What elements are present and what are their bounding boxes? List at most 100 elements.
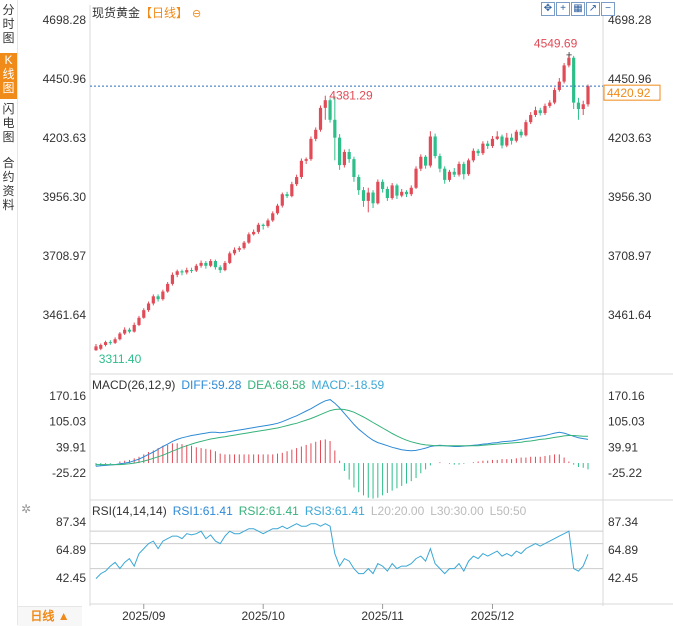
candle-body: [490, 138, 495, 147]
zoom-out-icon[interactable]: −: [601, 2, 615, 16]
candle-body: [132, 324, 136, 332]
instrument-name: 现货黄金: [92, 6, 141, 20]
candle-body: [232, 249, 237, 254]
tab-flash[interactable]: 闪电图: [0, 102, 17, 144]
candle-body: [295, 177, 299, 185]
period-selector-button[interactable]: 日线 ▲: [18, 606, 82, 626]
low-price-label: 3311.40: [99, 352, 142, 366]
candle-body: [533, 110, 538, 116]
candle-body: [414, 168, 418, 188]
candle-body: [175, 271, 179, 275]
candle-body: [347, 151, 351, 160]
expand-icon[interactable]: ↗: [586, 2, 600, 16]
candle-body: [146, 303, 151, 311]
candle-body: [409, 187, 413, 195]
candle-body: [476, 150, 480, 154]
candle-body: [390, 185, 394, 199]
candle-body: [108, 342, 112, 344]
candle-body: [103, 342, 108, 345]
peak-price-label: 4549.69: [534, 36, 578, 50]
candle-body: [247, 234, 251, 243]
candle-body: [266, 220, 270, 226]
candle-body: [252, 231, 256, 235]
tab-contract-info-label: 合约资料: [2, 156, 15, 212]
zoom-in-icon[interactable]: +: [556, 2, 570, 16]
candle-body: [567, 57, 571, 66]
candle-body: [538, 110, 542, 114]
candle-body: [285, 194, 289, 197]
price-axis-left-tick: 3956.30: [43, 190, 87, 204]
high-price-label: 4381.29: [329, 89, 373, 103]
macd-axis-right-tick: 105.03: [608, 415, 645, 429]
candle-body: [562, 65, 566, 82]
rsi1-value: RSI1:61.41: [172, 504, 233, 518]
candle-body: [423, 156, 428, 166]
candle-body: [376, 181, 380, 204]
candle-body: [576, 102, 581, 110]
candle-body: [552, 89, 557, 103]
macd-axis-left-tick: 105.03: [49, 415, 86, 429]
candle-body: [381, 181, 385, 189]
candle-body: [404, 191, 409, 195]
l20-value: L20:20.00: [370, 504, 425, 518]
full-chart-icon[interactable]: ▦: [571, 2, 585, 16]
candle-body: [137, 317, 141, 325]
candle-body: [447, 171, 452, 180]
macd-axis-left-tick: 170.16: [49, 389, 86, 403]
tab-timeshare-label: 分时图: [2, 3, 15, 45]
candle-body: [514, 131, 518, 141]
candle-body: [543, 105, 547, 114]
macd-axis-left-tick: -25.22: [52, 466, 86, 480]
candle-body: [361, 190, 366, 201]
current-price-value: 4420.92: [607, 86, 651, 100]
candle-body: [366, 192, 370, 201]
period-label: 【日线】: [140, 6, 189, 20]
candle-body: [400, 191, 404, 196]
candle-body: [180, 271, 184, 273]
candle-body: [548, 102, 552, 106]
candle-body: [357, 177, 361, 191]
candle-body: [519, 131, 523, 136]
candle-body: [151, 296, 155, 304]
candle-body: [223, 262, 227, 271]
candle-body: [314, 129, 318, 139]
rsi2-value: RSI2:61.41: [238, 504, 299, 518]
candle-body: [505, 137, 509, 146]
macd-axis-right-tick: 39.91: [608, 440, 638, 454]
candle-body: [123, 329, 127, 334]
candle-body: [170, 274, 175, 284]
candle-body: [99, 344, 103, 349]
candle-body: [199, 262, 203, 266]
circle-minus-icon[interactable]: ⊖: [192, 8, 202, 20]
candle-body: [94, 346, 98, 351]
time-axis-label: 2025/12: [471, 609, 515, 623]
candle-body: [275, 205, 280, 214]
l30-value: L30:30.00: [430, 504, 484, 518]
candle-body: [342, 151, 346, 166]
macd-legend: MACD(26,12,9) DIFF:59.28 DEA:68.58 MACD:-18…: [92, 378, 390, 392]
candle-body: [113, 339, 117, 343]
candle-body: [323, 100, 327, 108]
candle-body: [261, 224, 265, 226]
candle-body: [256, 224, 261, 232]
macd-dea-value: DEA:68.58: [247, 378, 306, 392]
move-icon[interactable]: ✥: [541, 2, 555, 16]
time-axis-label: 2025/09: [122, 609, 166, 623]
candle-body: [443, 168, 447, 180]
tab-flash-label: 闪电图: [2, 102, 15, 144]
macd-title: MACD(26,12,9): [92, 378, 176, 392]
time-axis-label: 2025/10: [241, 609, 285, 623]
tab-timeshare[interactable]: 分时图: [0, 3, 17, 45]
candle-body: [237, 248, 241, 250]
candle-body: [161, 291, 165, 300]
tab-contract-info[interactable]: 合约资料: [0, 156, 17, 212]
price-axis-left-tick: 4698.28: [43, 13, 87, 27]
candle-body: [500, 136, 504, 146]
candle-body: [218, 267, 222, 271]
settings-gear-icon[interactable]: ✲: [21, 502, 32, 516]
rsi-title: RSI(14,14,14): [92, 504, 167, 518]
price-axis-right-tick: 3956.30: [608, 190, 652, 204]
candle-body: [304, 159, 308, 161]
